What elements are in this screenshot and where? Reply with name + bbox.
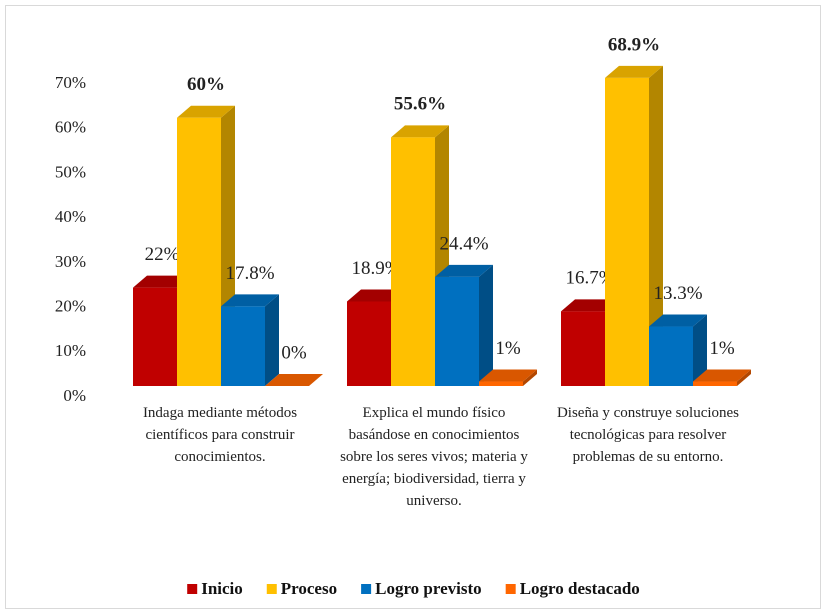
bar [177, 105, 235, 386]
bar-top [265, 374, 323, 386]
x-tick-label: Explica el mundo físico basándose en con… [340, 405, 528, 509]
bar-front [479, 381, 523, 386]
bar [265, 374, 323, 386]
legend-swatch [266, 584, 277, 594]
y-tick-label: 60% [55, 118, 86, 137]
value-label: 1% [495, 338, 521, 359]
bar-front [347, 301, 391, 386]
bar-top [605, 65, 663, 78]
y-tick-label: 0% [63, 386, 86, 405]
legend-label: Logro previsto [375, 579, 482, 598]
bar [693, 369, 751, 386]
bar [435, 264, 493, 386]
bar-side [523, 369, 537, 386]
legend-label: Inicio [201, 579, 243, 598]
value-label: 22% [145, 244, 180, 265]
bar-front [435, 276, 479, 386]
bar-front [391, 137, 435, 386]
legend-swatch [505, 584, 516, 594]
bar-top [177, 105, 235, 118]
y-tick-label: 50% [55, 162, 86, 181]
legend-swatch [361, 584, 372, 594]
bar-front [605, 77, 649, 386]
value-label: 1% [709, 338, 735, 359]
y-tick-label: 40% [55, 207, 86, 226]
bar [605, 65, 663, 386]
bar-top [347, 289, 405, 302]
legend: Inicio Proceso Logro previsto Logro destaca… [187, 579, 640, 598]
x-tick-label: Diseña y construye soluciones tecnológic… [556, 405, 740, 465]
bar-top [693, 369, 751, 382]
bar-top [221, 294, 279, 307]
value-label: 0% [281, 342, 307, 363]
bar-top [561, 299, 619, 312]
y-tick-label: 30% [55, 252, 86, 271]
bar-top [479, 369, 537, 382]
value-label: 16.7% [565, 268, 614, 289]
bar [649, 314, 707, 386]
bar-side [479, 264, 493, 386]
bar-front [221, 306, 265, 386]
value-label: 68.9% [608, 34, 660, 55]
value-label: 24.4% [439, 233, 488, 254]
y-tick-label: 70% [55, 73, 86, 92]
value-label: 17.8% [225, 263, 274, 284]
bar-side [649, 65, 663, 386]
legend-label: Proceso [281, 579, 337, 598]
bar-front [693, 381, 737, 386]
x-tick-label: Indaga mediante métodos científicos para… [142, 405, 298, 465]
legend-label: Logro destacado [520, 579, 640, 598]
bar-top [133, 275, 191, 288]
value-label: 18.9% [351, 258, 400, 279]
value-label: 60% [187, 74, 225, 95]
bar-top [435, 264, 493, 277]
legend-swatch [187, 584, 198, 594]
bar-side [737, 369, 751, 386]
bar-front [177, 117, 221, 386]
value-label: 55.6% [394, 94, 446, 115]
bar-side [693, 314, 707, 386]
y-tick-label: 10% [55, 341, 86, 360]
y-tick-label: 20% [55, 296, 86, 315]
bar-top [649, 314, 707, 327]
bar-side [265, 294, 279, 386]
bar-front [133, 287, 177, 386]
bar-top [391, 125, 449, 138]
bar-front [561, 311, 605, 386]
value-label: 13.3% [653, 283, 702, 304]
bar-front [649, 326, 693, 386]
bar [221, 294, 279, 386]
bar [479, 369, 537, 386]
